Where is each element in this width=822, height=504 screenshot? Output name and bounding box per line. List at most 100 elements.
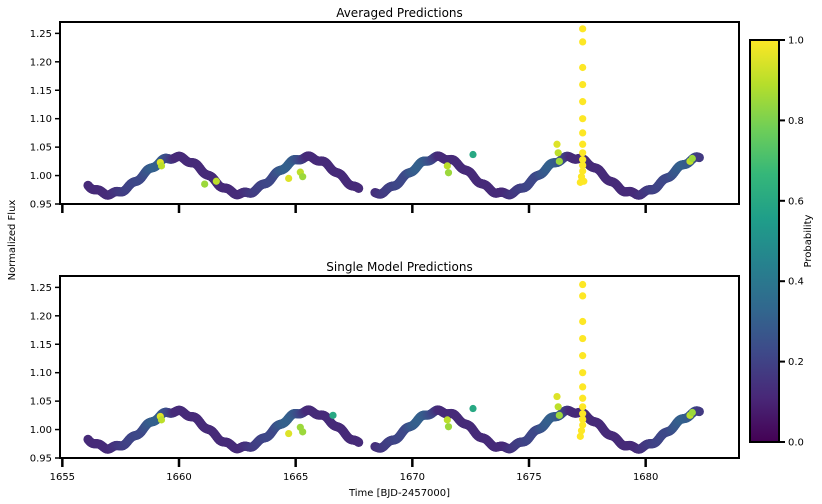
- data-point: [354, 437, 364, 447]
- data-point: [694, 406, 704, 417]
- y-tick-label: 1.15: [30, 340, 52, 351]
- colorbar-tick-label: 0.4: [788, 277, 804, 288]
- flare-point: [579, 369, 587, 377]
- flare-point: [579, 167, 587, 175]
- flare-point: [579, 394, 587, 402]
- flare-point: [579, 80, 587, 89]
- y-tick-label: 1.10: [30, 368, 52, 379]
- colorbar-tick-label: 0.6: [788, 196, 804, 207]
- flare-point: [579, 292, 587, 300]
- flare-point: [688, 408, 696, 417]
- flare-point: [579, 98, 587, 106]
- flare-point: [329, 411, 337, 419]
- panel-single-model-predictions: Single Model Predictions 0.95 1.00 1.05 1.1…: [30, 260, 740, 483]
- y-tick-label: 0.95: [30, 200, 52, 211]
- plot-frame-averaged: [59, 21, 740, 205]
- x-tick-label: 1680: [633, 472, 658, 483]
- y-tick-label: 0.95: [30, 454, 52, 465]
- flare-point: [579, 149, 587, 157]
- x-axis-label: Time [BJD-2457000]: [348, 488, 450, 499]
- flare-point: [576, 432, 584, 440]
- flare-point: [579, 161, 587, 169]
- flare-point: [443, 416, 451, 424]
- flare-point: [444, 169, 453, 177]
- x-axis-single: 1655 1660 1665 1670 1675 1680: [50, 458, 658, 483]
- flare-point: [579, 421, 587, 429]
- y-tick-label: 1.05: [30, 143, 52, 154]
- scatter-points-averaged: [83, 25, 704, 200]
- flare-point: [157, 162, 166, 170]
- plot-frame-single: [59, 275, 740, 459]
- flare-point: [579, 63, 587, 72]
- data-point: [354, 183, 364, 193]
- flare-point: [579, 403, 587, 411]
- flare-point: [579, 115, 587, 123]
- colorbar-tick-label: 0.0: [788, 438, 804, 449]
- flare-point: [444, 423, 453, 431]
- flare-point: [579, 334, 587, 343]
- flare-point: [555, 157, 563, 165]
- y-tick-label: 1.20: [30, 311, 52, 322]
- colorbar-frame: [749, 39, 780, 443]
- flare-point: [469, 404, 477, 413]
- flare-point: [299, 173, 307, 181]
- flare-point: [554, 403, 562, 411]
- y-axis-single: 0.95 1.00 1.05 1.10 1.15 1.20 1.25: [30, 283, 60, 465]
- x-tick-label: 1665: [283, 472, 308, 483]
- flare-point: [285, 174, 293, 183]
- flare-point: [469, 150, 477, 159]
- panel-title-averaged: Averaged Predictions: [336, 6, 463, 20]
- flare-point: [580, 177, 588, 185]
- flare-point: [579, 383, 587, 391]
- panel-averaged-predictions: Averaged Predictions 0.95 1.00 1.05 1.10 1.1…: [30, 6, 740, 213]
- flare-point: [579, 129, 587, 137]
- x-tick-label: 1655: [50, 472, 75, 483]
- colorbar-gradient: [750, 40, 779, 442]
- x-tick-label: 1660: [166, 472, 191, 483]
- flare-point: [553, 140, 561, 148]
- flare-point: [299, 428, 307, 436]
- flare-point: [579, 156, 587, 164]
- y-tick-label: 1.00: [30, 171, 52, 182]
- flare-point: [553, 392, 561, 401]
- flare-point: [212, 177, 220, 185]
- flare-point: [554, 149, 562, 157]
- colorbar-label: Probability: [803, 214, 814, 267]
- colorbar-tick-label: 0.2: [788, 357, 804, 368]
- flare-point: [579, 415, 587, 423]
- y-tick-label: 1.00: [30, 425, 52, 436]
- colorbar-tick-label: 1.0: [788, 36, 804, 47]
- flare-point: [157, 416, 166, 424]
- flare-point: [201, 180, 209, 188]
- flare-point: [579, 280, 587, 289]
- flare-point: [579, 25, 587, 33]
- flare-point: [579, 352, 587, 360]
- y-tick-label: 1.10: [30, 114, 52, 125]
- flare-point: [579, 410, 587, 418]
- x-tick-label: 1670: [400, 472, 425, 483]
- y-tick-label: 1.20: [30, 57, 52, 68]
- flare-point: [579, 38, 587, 46]
- data-point: [694, 152, 704, 163]
- y-tick-label: 1.15: [30, 86, 52, 97]
- y-tick-label: 1.05: [30, 397, 52, 408]
- flare-point: [688, 154, 696, 163]
- flare-point: [285, 429, 293, 438]
- y-tick-label: 1.25: [30, 283, 52, 294]
- scatter-points-single: [83, 280, 704, 454]
- colorbar: 0.0 0.2 0.4 0.6 0.8 1.0 Probability: [749, 36, 814, 449]
- flare-point: [443, 162, 451, 170]
- flare-point: [579, 317, 587, 326]
- x-axis-averaged: [61, 204, 647, 213]
- y-axis-averaged: 0.95 1.00 1.05 1.10 1.15 1.20 1.25: [30, 29, 60, 211]
- flare-point: [579, 140, 587, 148]
- flare-point: [555, 411, 563, 419]
- y-axis-label: Normalized Flux: [7, 200, 18, 281]
- panel-title-single: Single Model Predictions: [326, 260, 472, 274]
- colorbar-ticks: 0.0 0.2 0.4 0.6 0.8 1.0: [779, 36, 804, 449]
- flare-point: [577, 427, 586, 435]
- y-tick-label: 1.25: [30, 29, 52, 40]
- x-tick-label: 1675: [516, 472, 541, 483]
- colorbar-tick-label: 0.8: [788, 116, 804, 127]
